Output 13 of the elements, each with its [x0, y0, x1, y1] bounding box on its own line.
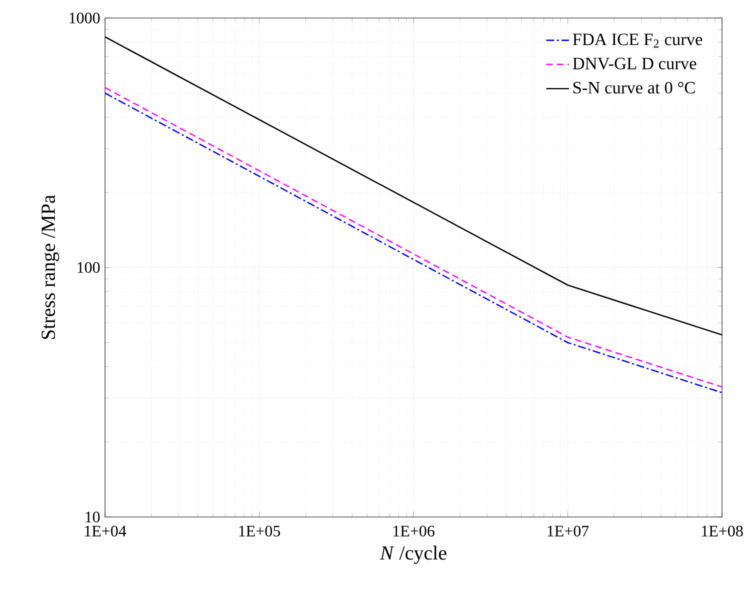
y-tick-label: 1000	[70, 12, 100, 24]
y-axis-title: Stress range /MPa	[42, 195, 60, 339]
x-tick-label: 1E+06	[394, 526, 434, 536]
x-tick-label: 1E+04	[85, 526, 126, 536]
legend-label: S-N curve at 0 °C	[573, 82, 695, 94]
x-tick-label: 1E+05	[239, 526, 280, 536]
x-tick-label: 1E+08	[702, 526, 743, 536]
y-tick-label: 100	[78, 262, 100, 273]
x-tick-label: 1E+07	[548, 526, 589, 536]
legend-label: DNV-GL D curve	[572, 58, 696, 70]
legend-label: FDA ICE F$_{2}$ curve	[572, 34, 702, 48]
x-axis-title: N /cycle	[380, 546, 446, 564]
y-tick-label: 10	[86, 512, 100, 522]
